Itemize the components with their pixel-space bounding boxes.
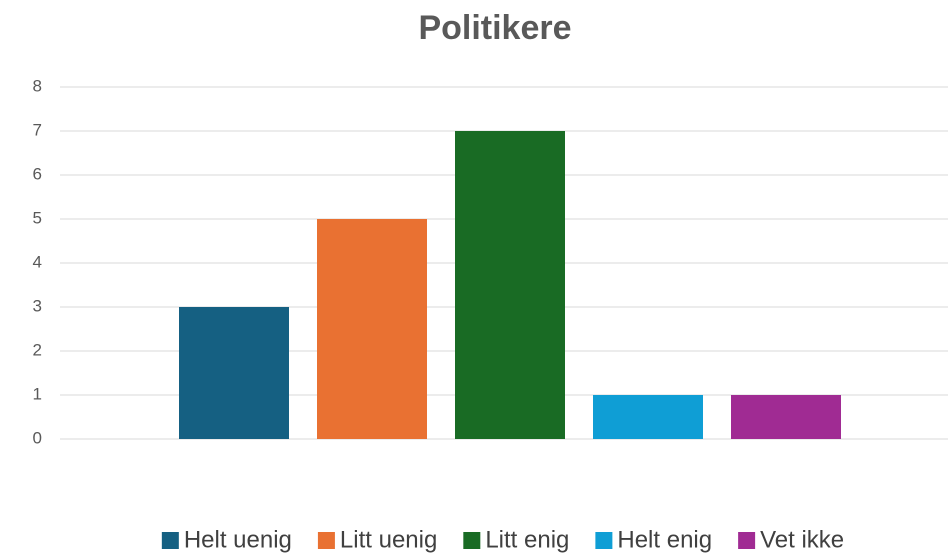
y-tick-label: 8 [33, 76, 42, 95]
y-tick-label: 0 [33, 428, 42, 447]
y-tick-label: 3 [33, 296, 42, 315]
bar [179, 307, 289, 439]
y-tick-label: 4 [33, 252, 42, 271]
y-tick-label: 1 [33, 384, 42, 403]
legend-swatch [317, 532, 335, 549]
bar [731, 395, 841, 439]
bar [455, 131, 565, 439]
legend-swatch [595, 532, 613, 549]
y-tick-label: 2 [33, 340, 42, 359]
legend-label: Helt enig [617, 526, 712, 553]
legend-swatch [738, 532, 756, 549]
legend-label: Litt uenig [340, 526, 437, 553]
y-tick-label: 6 [33, 164, 42, 183]
legend-swatch [463, 532, 481, 549]
bar [317, 219, 427, 439]
legend-label: Vet ikke [760, 526, 844, 553]
chart-title: Politikere [418, 9, 571, 47]
legend-label: Helt uenig [184, 526, 292, 553]
bar [593, 395, 703, 439]
y-tick-label: 7 [33, 120, 42, 139]
legend-swatch [161, 532, 179, 549]
y-tick-label: 5 [33, 208, 42, 227]
legend-label: Litt enig [485, 526, 569, 553]
